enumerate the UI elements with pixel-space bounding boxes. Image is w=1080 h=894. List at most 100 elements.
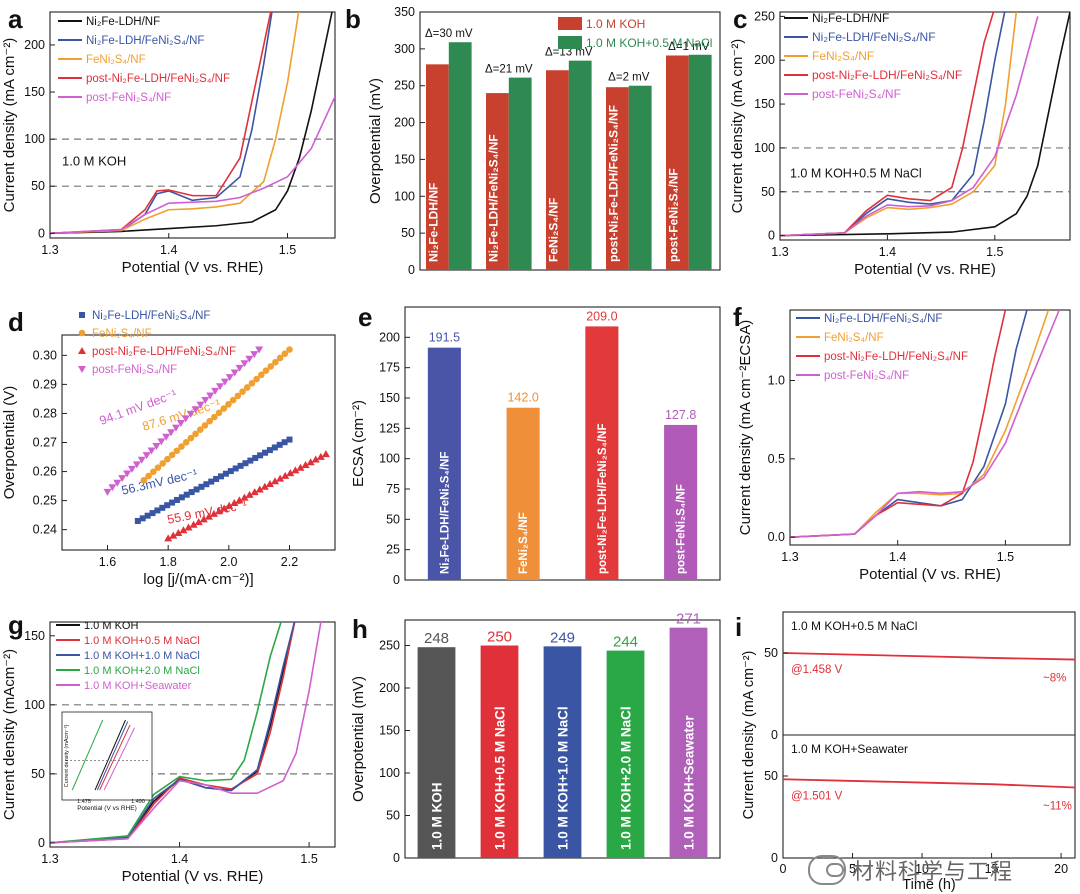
data-point-d-2	[265, 480, 274, 488]
data-point-d-1	[272, 358, 279, 366]
series-line-a-0	[50, 12, 333, 235]
x-tick-label-g: 1.4	[171, 852, 188, 866]
data-point-d-1	[164, 455, 171, 463]
y-axis-label-a: Current density (mA cm⁻²)	[1, 38, 18, 213]
panel-label-b: b	[345, 4, 361, 34]
y-tick-label-g: 0	[38, 836, 45, 850]
data-point-d-0	[134, 517, 141, 524]
y-axis-label-c: Current density (mA cm⁻²)	[729, 39, 746, 214]
category-label-h: 1.0 M KOH+0.5 M NaCl	[493, 706, 508, 850]
series-line-c-2	[780, 12, 1018, 237]
data-point-d-2	[169, 531, 178, 539]
data-point-d-0	[242, 460, 249, 467]
data-point-d-0	[286, 436, 293, 443]
value-label-h: 249	[550, 629, 575, 646]
x-tick-label-a: 1.5	[279, 243, 296, 257]
data-point-d-3	[181, 415, 190, 423]
data-point-d-0	[281, 439, 288, 446]
data-point-d-2	[164, 534, 173, 542]
data-point-d-3	[108, 484, 117, 492]
y-tick-label-e: 200	[379, 330, 400, 344]
legend-entry-f: Ni₂Fe-LDH/FeNi₂S₄/NF	[824, 313, 942, 325]
bar-h-2	[543, 646, 582, 858]
data-point-d-1	[286, 346, 293, 353]
data-point-d-0	[266, 447, 273, 454]
data-point-d-3	[216, 383, 225, 391]
bar-e-1	[506, 407, 540, 580]
x-axis-label-d: log [j/(mA·cm⁻²)]	[143, 571, 253, 588]
data-point-d-0	[213, 475, 220, 482]
data-point-d-2	[194, 518, 203, 526]
y-tick-label-b: 100	[394, 189, 415, 203]
y-tick-label-b: 300	[394, 42, 415, 56]
x-tick-label-i: 5	[849, 862, 856, 876]
data-point-d-2	[281, 471, 290, 479]
legend-entry-c: Ni₂Fe-LDH/NF	[812, 11, 889, 25]
data-point-d-0	[193, 486, 200, 493]
data-point-d-1	[140, 476, 148, 484]
data-point-d-2	[255, 485, 264, 493]
bar-b-1-2	[568, 60, 592, 270]
y-tick-label-c: 100	[754, 141, 775, 155]
data-point-d-2	[174, 528, 183, 536]
data-point-d-1	[281, 350, 289, 358]
subplot-label-i: 1.0 M KOH+0.5 M NaCl	[791, 619, 917, 633]
data-point-d-1	[196, 426, 204, 433]
legend-entry-a: Ni₂Fe-LDH/NF	[86, 16, 160, 28]
data-point-d-3	[113, 479, 122, 487]
value-label-e: 191.5	[429, 331, 460, 345]
legend-swatch-b	[558, 36, 582, 49]
bar-e-2	[585, 326, 619, 580]
data-point-d-0	[144, 512, 151, 519]
bar-b-1-4	[688, 54, 712, 270]
data-point-d-3	[132, 461, 141, 469]
data-point-d-3	[127, 465, 136, 473]
data-point-d-3	[167, 429, 176, 437]
legend-entry-g: 1.0 M KOH+2.0 M NaCl	[84, 665, 200, 677]
category-label-b: Ni₂Fe-LDH/FeNi₂S₄/NF	[486, 134, 500, 262]
y-axis-label-h: Overpotential (mV)	[350, 676, 367, 802]
data-point-d-1	[168, 451, 176, 459]
data-point-d-3	[196, 401, 205, 409]
data-point-d-2	[225, 501, 234, 509]
category-label-h: 1.0 M KOH+Seawater	[682, 715, 697, 850]
data-point-d-2	[179, 526, 188, 534]
y-tick-label-d: 0.24	[33, 523, 57, 537]
inset-tick-g: 1.490	[131, 799, 145, 805]
inset-line-g-3	[71, 719, 104, 791]
series-line-f-3	[790, 310, 1060, 538]
data-point-d-0	[203, 481, 210, 488]
data-point-d-0	[271, 444, 278, 451]
bar-b-0-2	[546, 70, 569, 270]
data-point-d-1	[215, 409, 223, 417]
data-point-d-0	[188, 489, 195, 496]
data-point-d-2	[291, 466, 300, 474]
category-label-b: FeNi₂S₄/NF	[546, 198, 560, 262]
data-point-d-2	[271, 477, 280, 485]
legend-entry-d: Ni₂Fe-LDH/FeNi₂S₄/NF	[92, 310, 210, 322]
y-axis-label-f: Current density (mA cm⁻²ECSA)	[737, 320, 754, 535]
data-point-d-0	[208, 478, 215, 485]
y-axis-label-b: Overpotential (mV)	[367, 78, 384, 204]
series-line-f-1	[790, 310, 1050, 538]
y-tick-label-i: 50	[764, 769, 778, 783]
bar-b-0-4	[666, 55, 689, 271]
legend-entry-f: post-FeNi₂S₄/NF	[824, 370, 909, 382]
inset-frame-g	[61, 711, 153, 801]
data-point-d-2	[230, 499, 239, 507]
category-label-b: post-Ni₂Fe-LDH/FeNi₂S₄/NF	[606, 105, 620, 262]
annotation-a: 1.0 M KOH	[62, 153, 126, 168]
delta-label-b: Δ=2 mV	[608, 72, 650, 84]
data-point-d-2	[199, 515, 208, 523]
data-point-d-0	[139, 515, 146, 522]
y-tick-label-e: 175	[379, 361, 400, 375]
series-line-f-2	[790, 310, 1007, 538]
panel-label-d: d	[8, 307, 24, 337]
inset-tick-g: 1.475	[77, 799, 91, 805]
bar-h-4	[669, 627, 708, 858]
data-point-d-1	[248, 379, 256, 387]
value-label-e: 209.0	[586, 309, 617, 323]
legend-entry-c: post-FeNi₂S₄/NF	[812, 87, 901, 101]
data-point-d-2	[311, 455, 320, 463]
data-point-d-0	[198, 483, 205, 490]
